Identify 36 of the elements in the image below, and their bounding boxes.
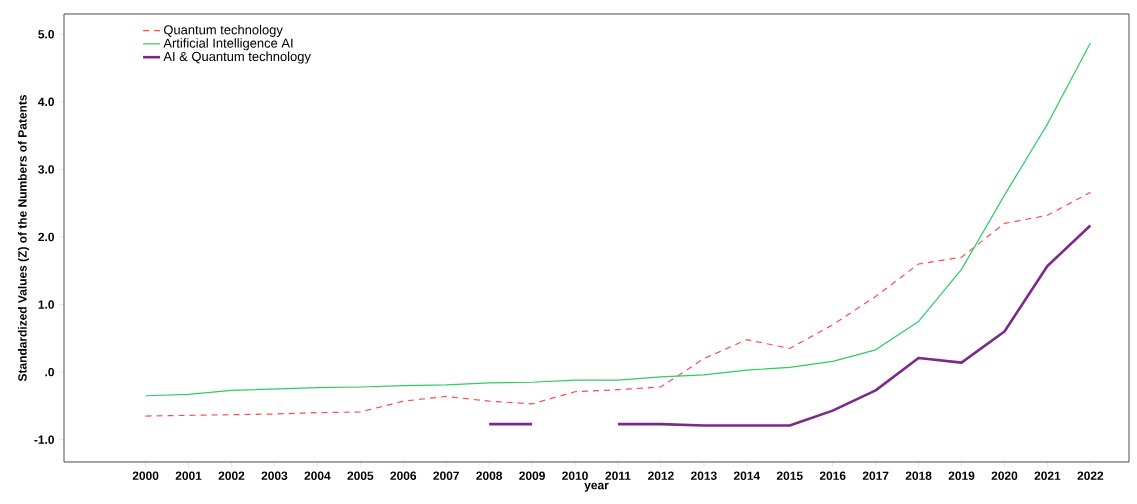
legend-label: AI & Quantum technology [163, 51, 311, 64]
x-tick-label: 2014 [733, 471, 761, 480]
y-tick-label: 3.0 [38, 165, 54, 174]
x-tick-label: 2016 [819, 471, 846, 480]
x-tick-label: 2015 [776, 471, 803, 480]
line-series [145, 191, 1091, 417]
x-tick-label: 2021 [1034, 471, 1061, 480]
y-tick-label: 1.0 [38, 300, 54, 309]
legend-label: Artificial Intelligence AI [163, 38, 293, 51]
x-tick-label: 2013 [690, 471, 717, 480]
y-tick-label: .0 [45, 367, 54, 377]
x-tick-label: 2012 [648, 471, 674, 480]
x-tick-label: 2019 [948, 471, 975, 480]
x-tick-label: 2017 [862, 471, 889, 480]
x-tick-label: 2000 [132, 471, 159, 480]
x-tick-label: 2003 [261, 471, 288, 480]
x-tick-label: 2007 [433, 471, 459, 480]
x-tick-label: 2005 [347, 471, 374, 480]
y-tick-label: 4.0 [38, 97, 54, 107]
x-tick-label: 2008 [476, 471, 503, 480]
x-tick-label: 2011 [605, 471, 631, 480]
x-tick-label: 2020 [991, 471, 1018, 480]
x-axis-title: year [584, 482, 609, 492]
y-tick-label: -1.0 [34, 435, 54, 444]
x-tick-label: 2022 [1077, 471, 1104, 480]
x-tick-label: 2004 [304, 471, 331, 480]
x-tick-label: 2002 [218, 471, 245, 480]
y-axis-title: Standardized Values (Z) of the Numbers of Patents [17, 95, 30, 382]
x-tick-label: 2009 [519, 471, 545, 480]
x-tick-label: 2001 [175, 471, 202, 480]
x-tick-label: 2006 [390, 471, 417, 480]
x-tick-label: 2010 [562, 471, 588, 480]
y-tick-label: 5.0 [38, 30, 54, 39]
legend-label: Quantum technology [163, 24, 283, 37]
x-tick-label: 2018 [905, 471, 932, 480]
y-tick-label: 2.0 [38, 232, 54, 242]
